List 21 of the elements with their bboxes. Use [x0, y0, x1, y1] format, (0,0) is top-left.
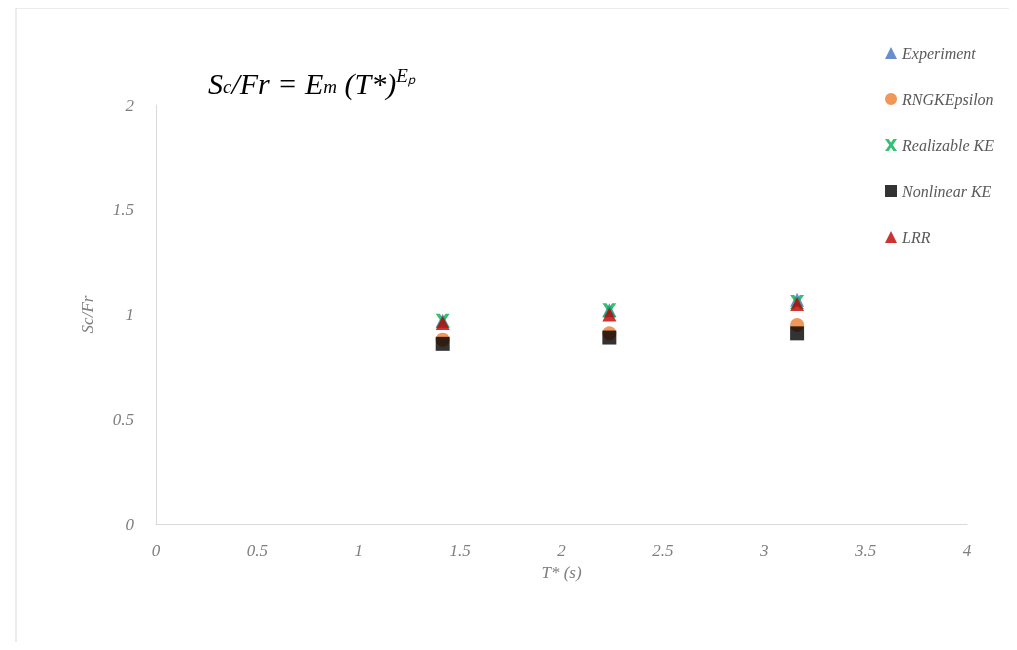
x-tick-label: 0.5: [246, 541, 268, 560]
x-tick-label: 1.5: [449, 541, 471, 560]
y-tick-label: 2: [125, 95, 135, 115]
y-axis-title: Sc/Fr: [78, 295, 97, 334]
x-tick-label: 2.5: [652, 541, 674, 560]
y-tick-label: 0.5: [112, 409, 134, 429]
x-tick-label: 2: [557, 541, 567, 560]
x-tick-label: 0: [151, 541, 161, 560]
y-tick-label: 0: [125, 514, 135, 534]
legend-label: LRR: [901, 228, 931, 246]
x-axis-title: T* (s): [541, 563, 582, 582]
legend-label: Nonlinear KE: [901, 182, 992, 200]
x-tick-label: 1: [354, 541, 363, 560]
x-tick-label: 4: [962, 541, 972, 560]
y-tick-label: 1: [125, 305, 134, 324]
legend-label: RNGKEpsilon: [901, 90, 994, 109]
x-tick-label: 3.5: [854, 541, 877, 560]
legend-label: Experiment: [901, 44, 977, 63]
x-tick-label: 3: [759, 541, 769, 560]
legend-label: Realizable KE: [901, 136, 995, 154]
y-tick-label: 1.5: [112, 200, 134, 220]
